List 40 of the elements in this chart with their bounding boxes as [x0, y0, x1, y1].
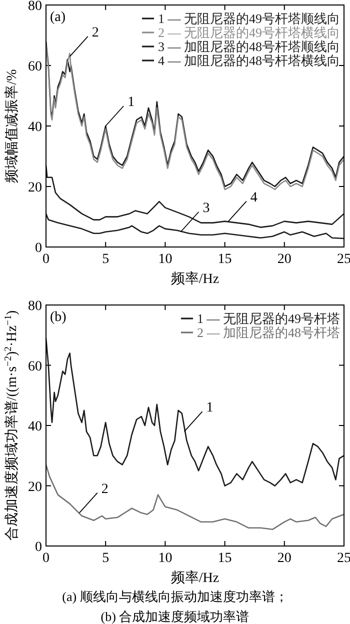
x-tick-label: 15: [218, 252, 232, 267]
annotation: 2: [101, 482, 108, 497]
x-tick-label: 5: [102, 252, 110, 267]
legend-label: 4 — 加阻尼器的48号杆塔横线向: [158, 53, 340, 68]
annotation: 2: [92, 25, 99, 40]
annotation: 1: [128, 95, 135, 110]
legend-label: 2 — 加阻尼器的48号杆塔: [197, 325, 340, 340]
y-tick-label: 80: [28, 299, 42, 314]
x-tick-label: 20: [277, 252, 292, 267]
y-tick-label: 80: [28, 0, 42, 14]
x-axis-title: 频率/Hz: [170, 570, 220, 586]
y-tick-label: 0: [35, 241, 42, 256]
line-series: [45, 213, 345, 240]
x-tick-label: 10: [158, 551, 172, 566]
x-axis-title: 频率/Hz: [170, 271, 220, 287]
y-tick-label: 40: [28, 120, 42, 135]
text: (b) 合成加速度频域功率谱: [100, 609, 250, 624]
legend-label: 2 — 无阻尼器的49号杆塔横线向: [158, 25, 340, 40]
legend-label: 1 — 无阻尼器的49号杆塔顺线向: [158, 11, 340, 26]
y-tick-label: 40: [28, 420, 42, 434]
x-tick-label: 5: [102, 551, 110, 566]
line-series: [45, 464, 345, 530]
annotation: 3: [202, 200, 210, 216]
annotation: 1: [206, 400, 214, 416]
chart-title: (a): [50, 10, 66, 25]
legend-label: 3 — 加阻尼器的48号杆塔顺线向: [158, 39, 340, 54]
text: (a) 顺线向与横线向振动加速度功率谱；: [62, 589, 288, 604]
y-tick-label: 60: [28, 60, 42, 74]
x-tick-label: 20: [277, 551, 292, 566]
legend-label: 1 — 无阻尼器的49号杆塔: [197, 311, 340, 326]
y-tick-label: 20: [28, 480, 42, 495]
x-tick-label: 15: [218, 551, 232, 566]
annotation: 4: [250, 190, 258, 206]
x-tick-label: 10: [158, 252, 172, 267]
y-axis-title: 频域幅值减振率/%: [4, 68, 20, 183]
y-tick-label: 20: [28, 180, 42, 196]
chart-title: (b): [50, 310, 67, 325]
y-tick-label: 0: [35, 540, 42, 555]
y-tick-label: 60: [28, 359, 42, 374]
line-series: [45, 164, 345, 228]
